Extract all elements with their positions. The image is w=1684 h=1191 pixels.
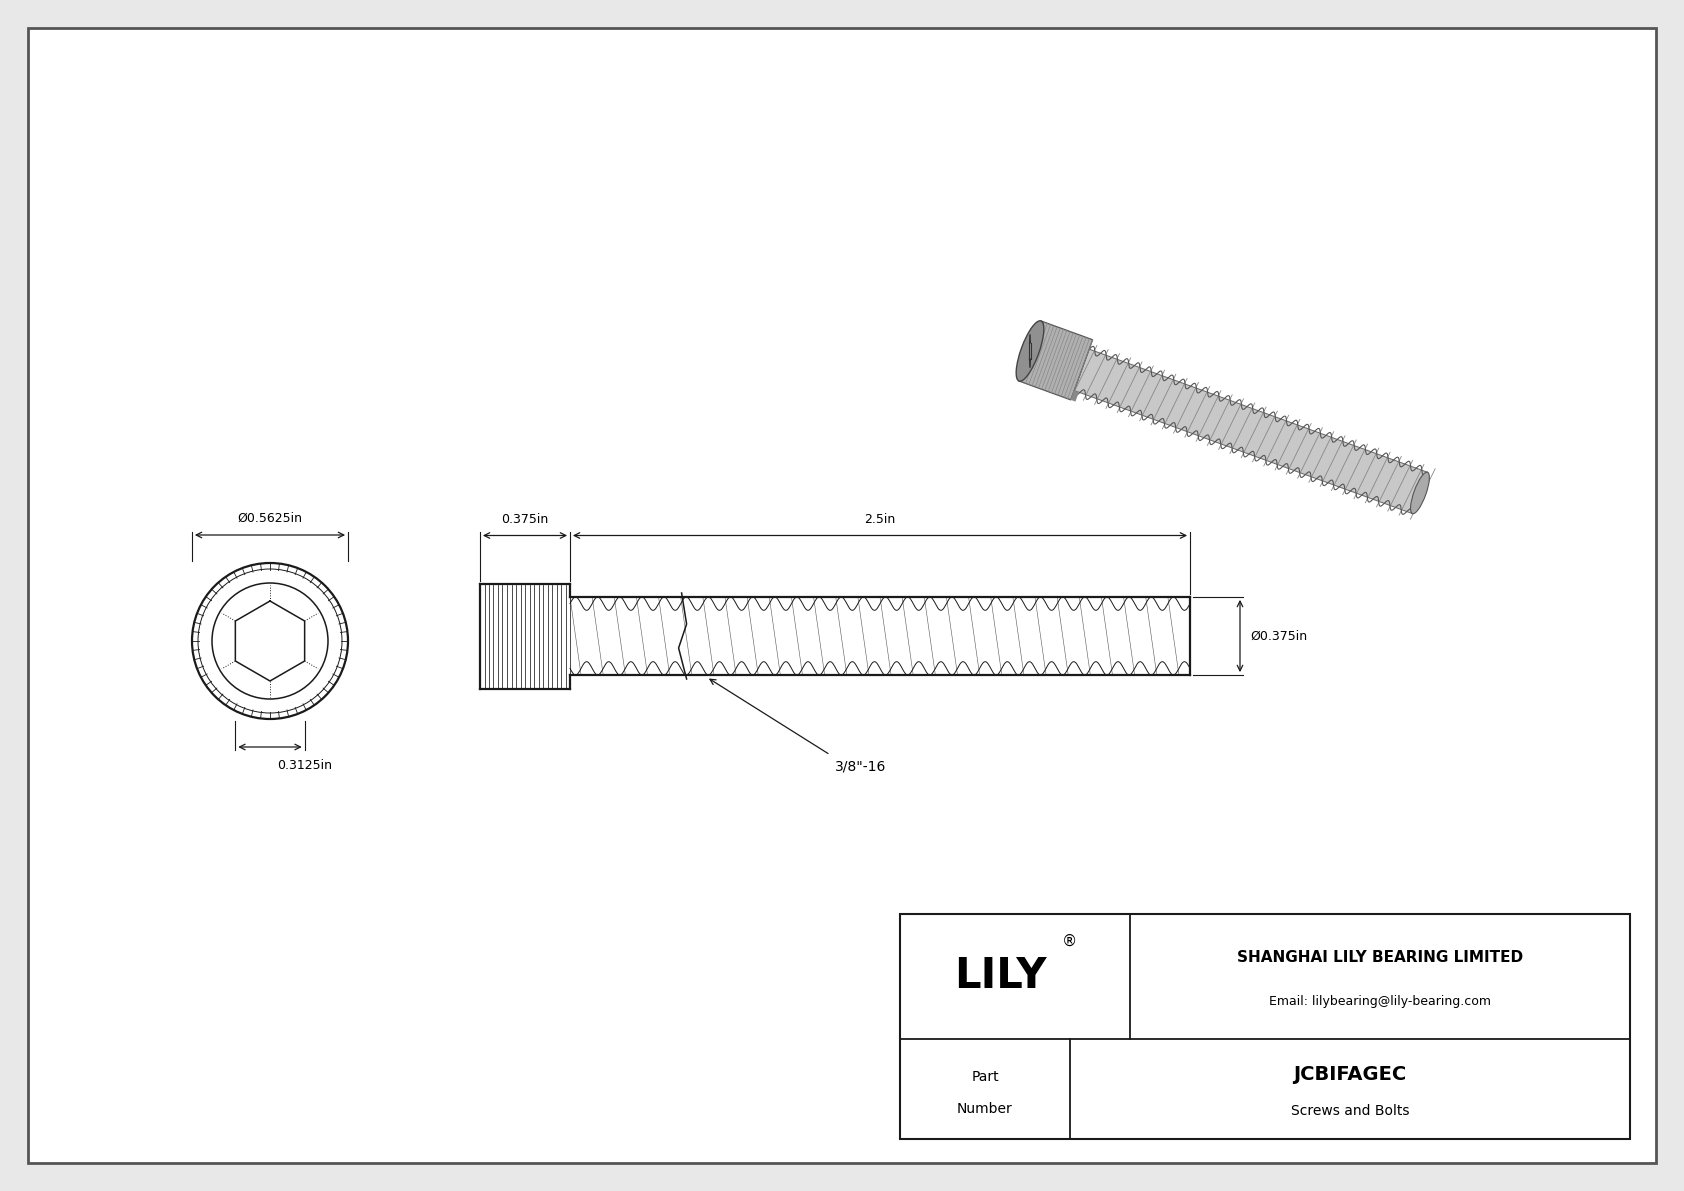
Text: JCBIFAGEC: JCBIFAGEC: [1293, 1065, 1406, 1084]
Text: SHANGHAI LILY BEARING LIMITED: SHANGHAI LILY BEARING LIMITED: [1238, 950, 1522, 965]
Text: Number: Number: [957, 1102, 1012, 1116]
Bar: [899, 913, 1630, 1139]
Polygon shape: [1071, 391, 1079, 401]
Text: 3/8"-16: 3/8"-16: [835, 760, 887, 774]
Text: Screws and Bolts: Screws and Bolts: [1290, 1104, 1410, 1118]
Text: Ø0.375in: Ø0.375in: [1250, 630, 1307, 642]
Text: Email: lilybearing@lily-bearing.com: Email: lilybearing@lily-bearing.com: [1270, 994, 1490, 1008]
Text: Part: Part: [972, 1070, 999, 1084]
Polygon shape: [1019, 320, 1093, 400]
Polygon shape: [1074, 349, 1428, 513]
Ellipse shape: [1411, 472, 1430, 513]
Text: LILY: LILY: [953, 955, 1046, 998]
Text: Ø0.5625in: Ø0.5625in: [237, 512, 303, 525]
Text: ®: ®: [1063, 934, 1078, 949]
Text: 0.3125in: 0.3125in: [278, 759, 332, 772]
Text: 2.5in: 2.5in: [864, 512, 896, 525]
Text: 0.375in: 0.375in: [502, 512, 549, 525]
Ellipse shape: [1015, 320, 1044, 381]
